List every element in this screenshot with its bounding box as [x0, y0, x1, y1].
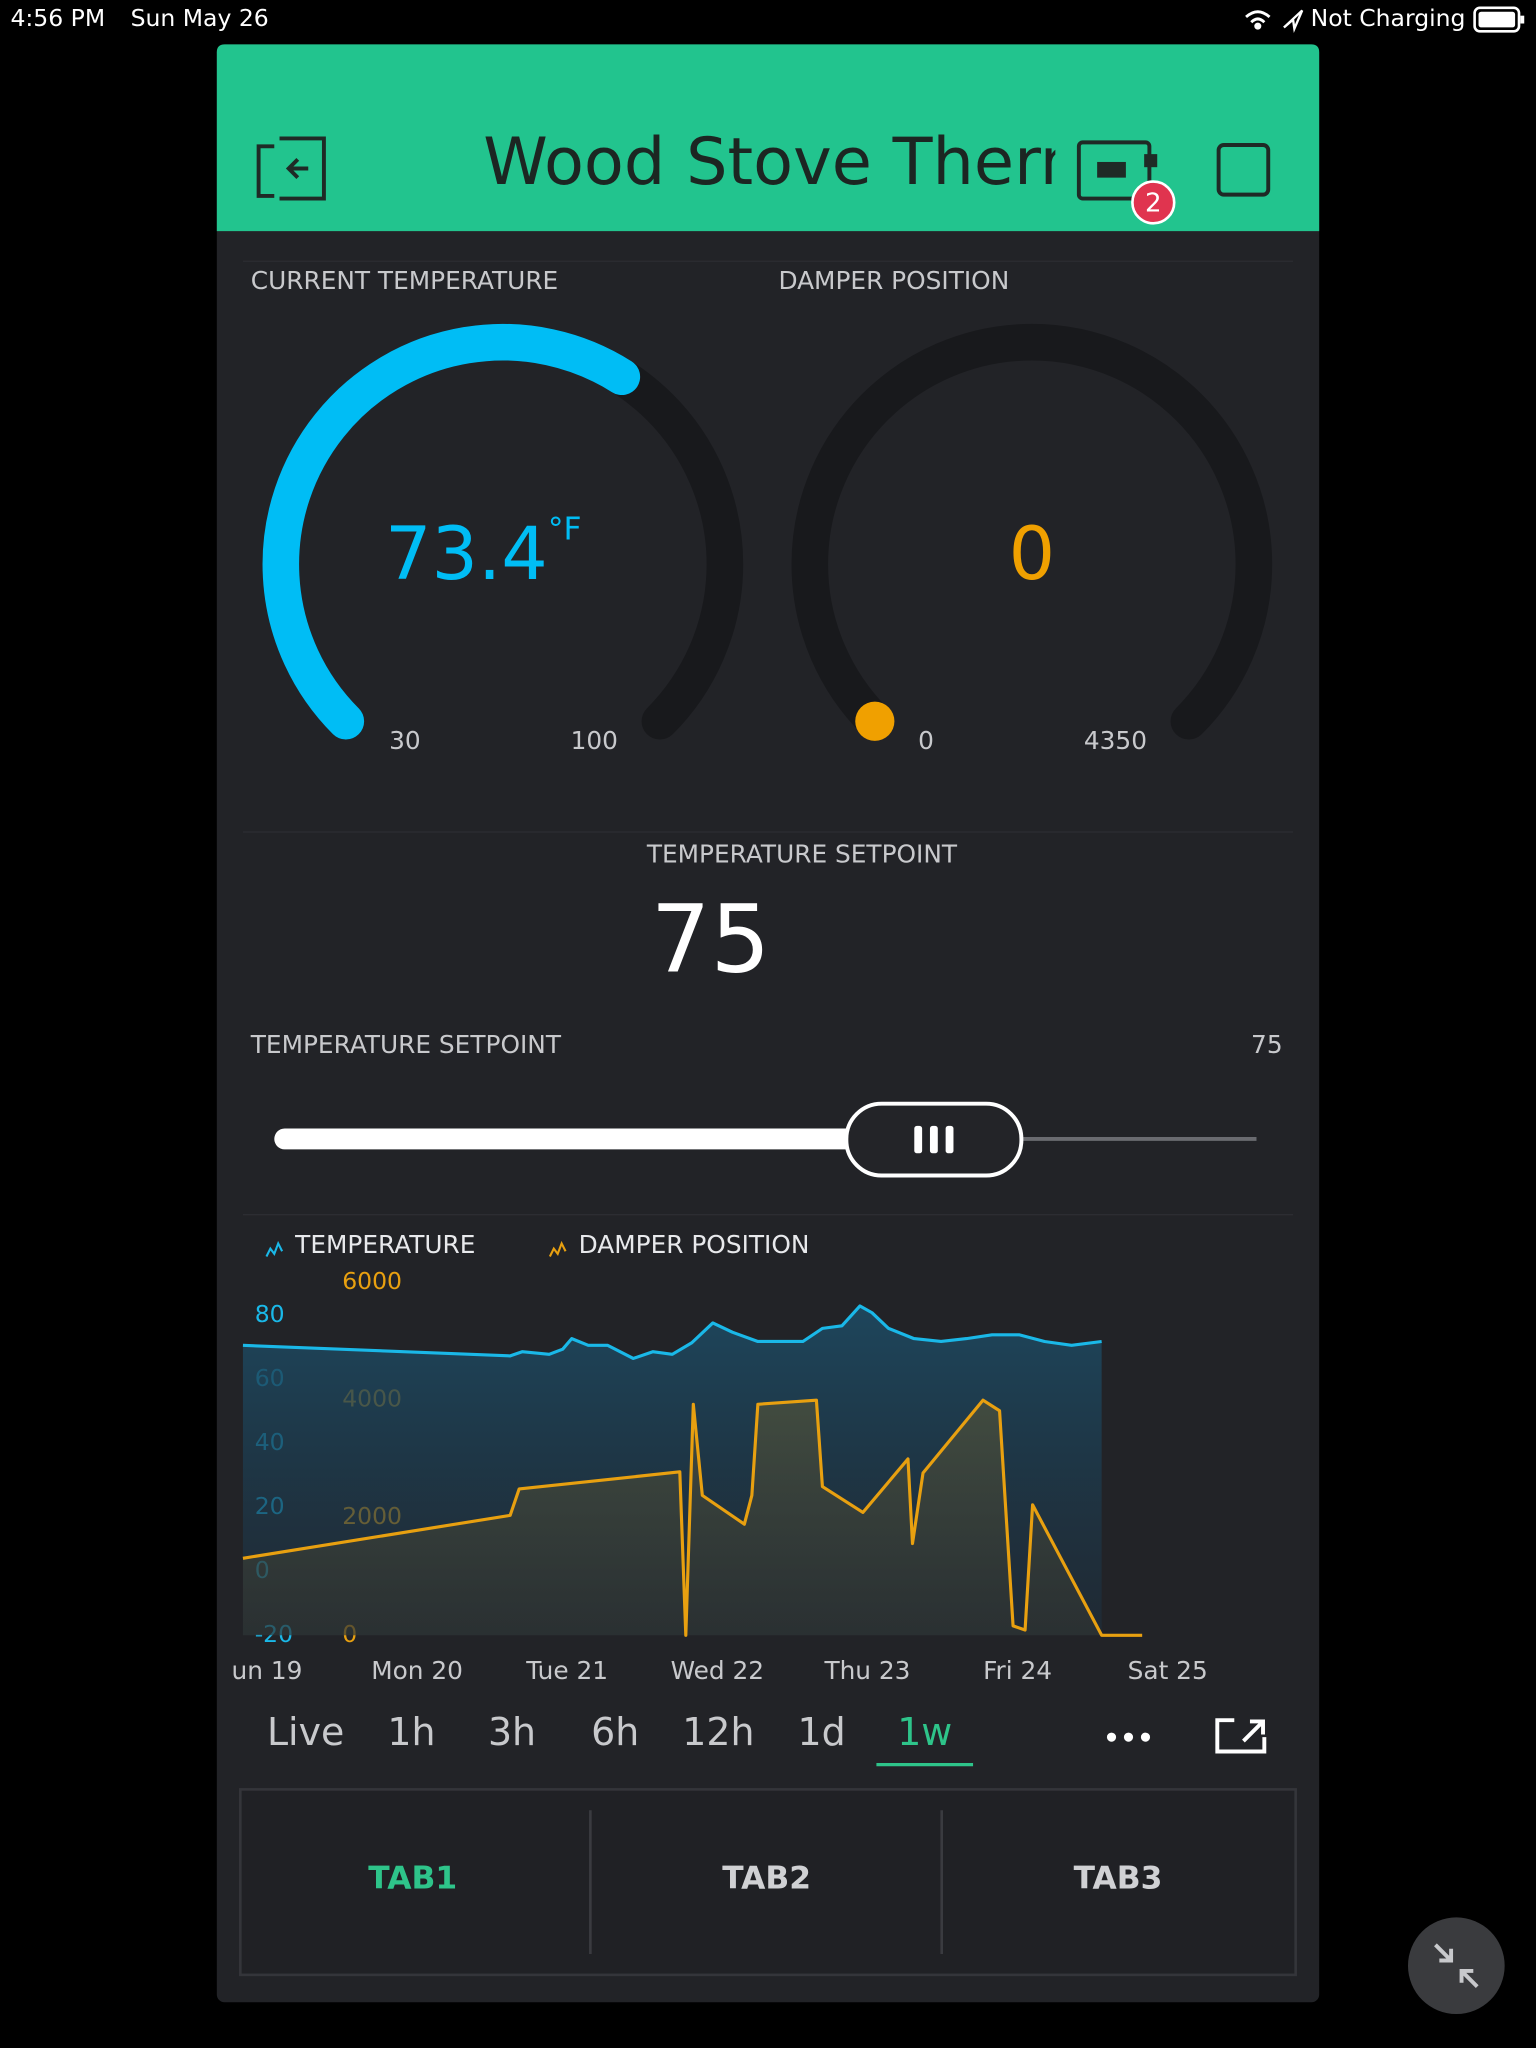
- gauge-value: 73.4°F: [385, 511, 582, 597]
- x-tick-label: Wed 22: [671, 1656, 765, 1685]
- tab[interactable]: TAB2: [722, 1861, 811, 1897]
- gauge-label: CURRENT TEMPERATURE: [251, 266, 558, 295]
- battery-icon: [1473, 6, 1525, 33]
- gauge-unit: °F: [548, 511, 582, 547]
- legend-icon: [265, 1240, 284, 1257]
- time-range-button[interactable]: 3h: [488, 1710, 536, 1754]
- x-tick-label: Mon 20: [371, 1656, 463, 1685]
- gauge-value-number: 73.4: [385, 512, 548, 597]
- exit-button[interactable]: [256, 136, 326, 201]
- slider-label: TEMPERATURE SETPOINT: [250, 1030, 562, 1059]
- time-range-button[interactable]: 1w: [897, 1710, 952, 1754]
- minimize-button[interactable]: [1408, 1917, 1505, 2015]
- stop-button[interactable]: [1216, 143, 1271, 197]
- display-label: TEMPERATURE SETPOINT: [646, 840, 958, 869]
- tab[interactable]: TAB1: [368, 1861, 457, 1897]
- status-date: Sun May 26: [131, 4, 269, 32]
- more-button[interactable]: [1106, 1732, 1151, 1742]
- series-line: [242, 1398, 1143, 1637]
- gauge-max: 100: [571, 726, 618, 755]
- time-range-button[interactable]: Live: [267, 1710, 344, 1754]
- battery-status: Not Charging: [1311, 4, 1466, 32]
- badge: [1131, 180, 1176, 225]
- x-tick-label: Sat 25: [1128, 1656, 1208, 1685]
- tabs: TAB1 TAB2 TAB3: [368, 1861, 1162, 1897]
- location-icon: [1283, 9, 1304, 34]
- gauge-value-number: 0: [1009, 512, 1056, 597]
- x-tick-label: Tue 21: [525, 1656, 608, 1685]
- time-range-button[interactable]: 1d: [797, 1710, 845, 1754]
- legend-icon: [548, 1240, 567, 1257]
- time-range-button[interactable]: 1h: [387, 1710, 435, 1754]
- time-range-button[interactable]: 12h: [682, 1710, 754, 1754]
- series-line: [242, 1304, 1102, 1361]
- slider[interactable]: [274, 1101, 1257, 1178]
- legend-label: TEMPERATURE: [294, 1230, 475, 1259]
- export-button[interactable]: [1215, 1718, 1267, 1754]
- tab-bar: [239, 1788, 1297, 1977]
- badge-count: 2: [1145, 188, 1162, 218]
- gauge-min: 30: [389, 726, 421, 755]
- gauge-track: [791, 324, 1273, 740]
- gauge-value-arc: [262, 323, 641, 740]
- gauge-min: 0: [918, 726, 934, 755]
- series-area: [242, 1400, 1143, 1636]
- gauge-max: 4350: [1084, 726, 1147, 755]
- gauge-value-arc: [855, 701, 895, 741]
- header-title: Wood Stove Thermo: [483, 124, 1143, 200]
- tab[interactable]: TAB3: [1074, 1861, 1163, 1897]
- gauge-label: DAMPER POSITION: [778, 266, 1009, 295]
- x-tick-label: Thu 23: [823, 1656, 910, 1685]
- legend-label: DAMPER POSITION: [579, 1230, 810, 1259]
- header-bar: [216, 44, 1320, 232]
- time-range-bar: Live 1h 3h 6h 12h 1d 1w: [267, 1710, 974, 1767]
- x-tick-label: un 19: [232, 1656, 303, 1685]
- x-tick-label: Fri 24: [983, 1656, 1052, 1685]
- y2-tick-label: 6000: [342, 1267, 402, 1295]
- y-tick-label: 80: [255, 1300, 285, 1328]
- app-panel: [216, 44, 1320, 2003]
- time-range-button[interactable]: 6h: [591, 1710, 639, 1754]
- device-button[interactable]: [1076, 140, 1158, 201]
- gauges: CURRENT TEMPERATURE 73.4°F 30 100 DAMPER POS…: [251, 266, 1273, 755]
- wifi-icon: [1245, 10, 1271, 30]
- status-time: 4:56 PM: [10, 4, 105, 32]
- display-value: 75: [651, 886, 771, 995]
- slider-value: 75: [1251, 1030, 1283, 1059]
- gauge-value: 0: [1009, 512, 1056, 597]
